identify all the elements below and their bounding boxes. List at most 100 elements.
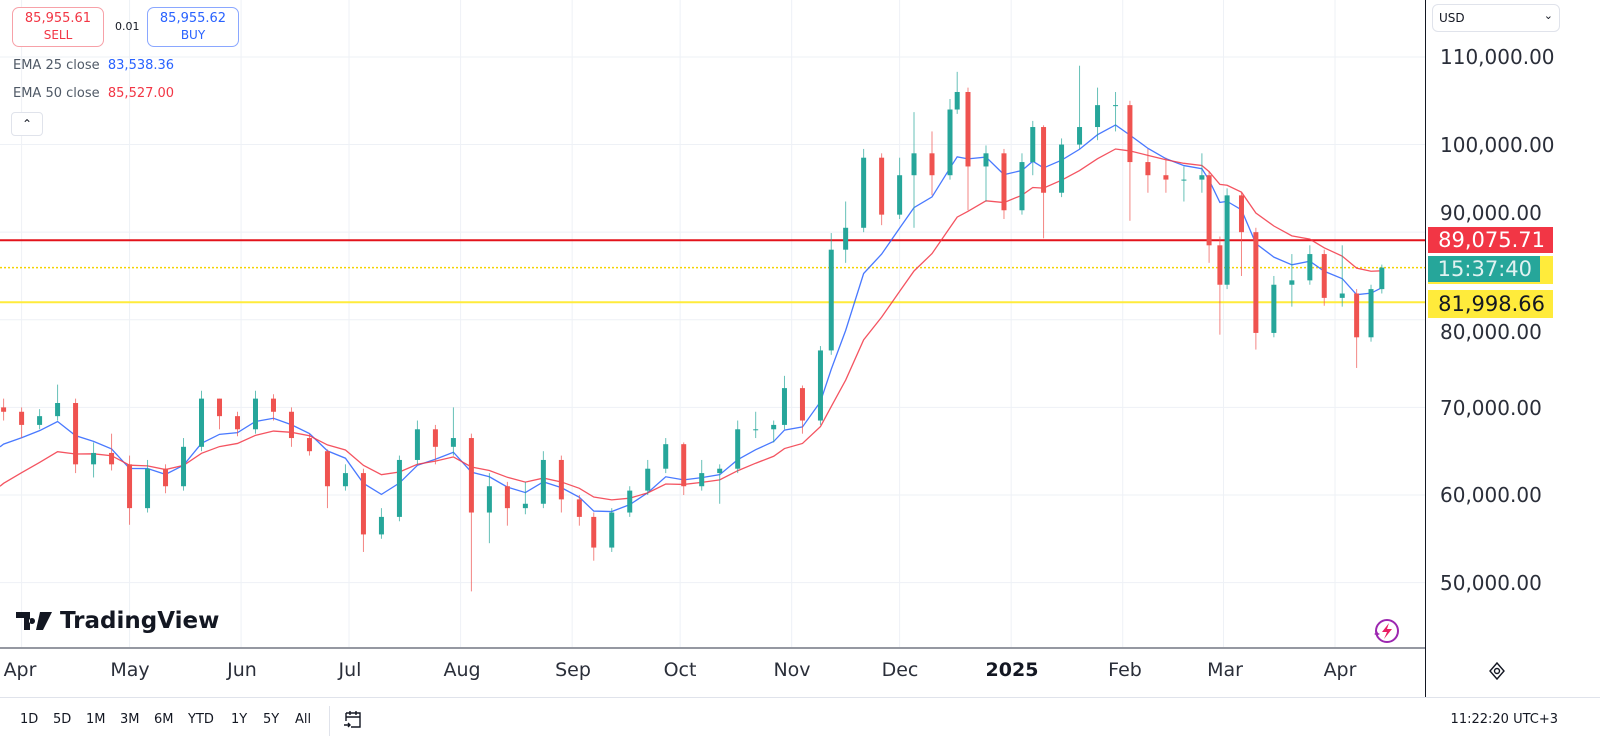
- time-label: May: [110, 659, 150, 681]
- candle-up: [55, 403, 61, 417]
- buy-button[interactable]: 85,955.62 BUY: [147, 7, 239, 47]
- candle-up: [1059, 144, 1065, 193]
- candle-down: [109, 452, 115, 465]
- tradingview-logo-icon: [16, 612, 52, 630]
- lightning-icon[interactable]: [1370, 616, 1402, 646]
- candle-up: [486, 486, 492, 513]
- candle-down: [1041, 127, 1047, 193]
- time-label: Jun: [227, 659, 257, 681]
- range-all[interactable]: All: [295, 712, 312, 727]
- range-5d[interactable]: 5D: [53, 712, 72, 727]
- range-5y[interactable]: 5Y: [263, 712, 280, 727]
- range-1m[interactable]: 1M: [86, 712, 106, 727]
- tradingview-logo[interactable]: TradingView: [16, 608, 219, 634]
- candle-up: [735, 429, 741, 469]
- candle-up: [1095, 105, 1101, 128]
- sell-button[interactable]: 85,955.61 SELL: [12, 7, 104, 47]
- candle-up: [717, 468, 723, 474]
- candle-up: [1181, 179, 1187, 181]
- candle-down: [306, 438, 312, 452]
- red-line-price-label: 89,075.71: [1428, 227, 1553, 253]
- legend-ema25[interactable]: EMA 25 close 83,538.36: [13, 58, 174, 73]
- candle-up: [1271, 284, 1277, 333]
- countdown-label: 15:37:40: [1428, 256, 1540, 282]
- range-1d[interactable]: 1D: [20, 712, 39, 727]
- candle-up: [781, 388, 787, 425]
- candle-up: [396, 459, 402, 517]
- candle-up: [1339, 293, 1345, 298]
- candle-down: [468, 438, 474, 513]
- ema-line-25: [0, 124, 1383, 513]
- price-tick: 70,000.00: [1440, 396, 1542, 420]
- price-tick: 90,000.00: [1440, 201, 1542, 225]
- currency-select[interactable]: USD ⌄: [1432, 4, 1560, 32]
- price-tick: 110,000.00: [1440, 45, 1555, 69]
- candle-down: [1145, 162, 1151, 176]
- candle-up: [1224, 195, 1230, 285]
- candle-up: [1199, 175, 1205, 180]
- legend-ema25-value: 83,538.36: [107, 58, 175, 73]
- legend-ema50-label: EMA 50 close: [13, 86, 100, 101]
- candle-down: [73, 403, 79, 465]
- time-label: Apr: [1323, 659, 1357, 681]
- candle-up: [540, 459, 546, 504]
- time-label: Apr: [3, 659, 37, 681]
- settings-icon[interactable]: [1487, 661, 1507, 681]
- buy-label: BUY: [180, 28, 206, 42]
- candle-up: [771, 424, 777, 430]
- candle-down: [127, 464, 133, 509]
- sell-label: SELL: [43, 28, 73, 42]
- candle-up: [663, 444, 669, 469]
- price-chart[interactable]: [0, 0, 1425, 647]
- candle-down: [1163, 175, 1169, 180]
- calendar-goto-icon[interactable]: [341, 708, 365, 732]
- candle-down: [1127, 105, 1133, 163]
- time-label: Feb: [1108, 659, 1142, 681]
- range-6m[interactable]: 6M: [154, 712, 174, 727]
- candle-up: [1307, 254, 1313, 281]
- price-axis[interactable]: [1425, 0, 1600, 697]
- candle-up: [450, 438, 456, 447]
- chevron-up-icon: ⌃: [21, 117, 33, 131]
- candle-up: [911, 153, 917, 176]
- candle-up: [843, 227, 849, 250]
- candle-down: [1238, 195, 1244, 233]
- candle-up: [145, 468, 151, 509]
- collapse-legend-button[interactable]: ⌃: [11, 112, 43, 136]
- range-1y[interactable]: 1Y: [231, 712, 248, 727]
- price-tick: 80,000.00: [1440, 320, 1542, 344]
- candle-down: [1, 407, 7, 412]
- bottom-toolbar: 1D 5D 1M 3M 6M YTD 1Y 5Y All 11:22:20 UT…: [0, 697, 1600, 750]
- range-ytd[interactable]: YTD: [188, 712, 214, 727]
- candle-down: [1217, 245, 1223, 285]
- time-label: Jul: [338, 659, 362, 681]
- candle-down: [163, 468, 169, 487]
- candle-down: [432, 429, 438, 447]
- candle-down: [879, 157, 885, 215]
- candle-down: [576, 499, 582, 517]
- spread-value: 0.01: [115, 20, 140, 33]
- candle-down: [1321, 254, 1327, 298]
- time-label: Nov: [773, 659, 811, 681]
- legend-ema50[interactable]: EMA 50 close 85,527.00: [13, 86, 174, 101]
- candle-down: [681, 444, 687, 487]
- candle-up: [1019, 162, 1025, 211]
- candle-up: [861, 157, 867, 228]
- candle-up: [947, 109, 953, 176]
- price-tick: 50,000.00: [1440, 571, 1542, 595]
- candle-down: [1354, 293, 1360, 338]
- candle-up: [91, 452, 97, 465]
- candle-down: [270, 398, 276, 412]
- candle-down: [19, 411, 25, 425]
- clock[interactable]: 11:22:20 UTC+3: [1450, 712, 1558, 727]
- time-label: Oct: [663, 659, 697, 681]
- range-3m[interactable]: 3M: [120, 712, 140, 727]
- sell-price: 85,955.61: [24, 11, 92, 26]
- candle-down: [591, 516, 597, 548]
- candle-up: [252, 398, 258, 430]
- time-axis[interactable]: Apr May Jun Jul Aug Sep Oct Nov Dec 2025…: [0, 647, 1425, 697]
- candle-down: [965, 91, 971, 167]
- candle-down: [1253, 232, 1259, 333]
- candle-down: [217, 398, 223, 417]
- candle-up: [181, 446, 187, 487]
